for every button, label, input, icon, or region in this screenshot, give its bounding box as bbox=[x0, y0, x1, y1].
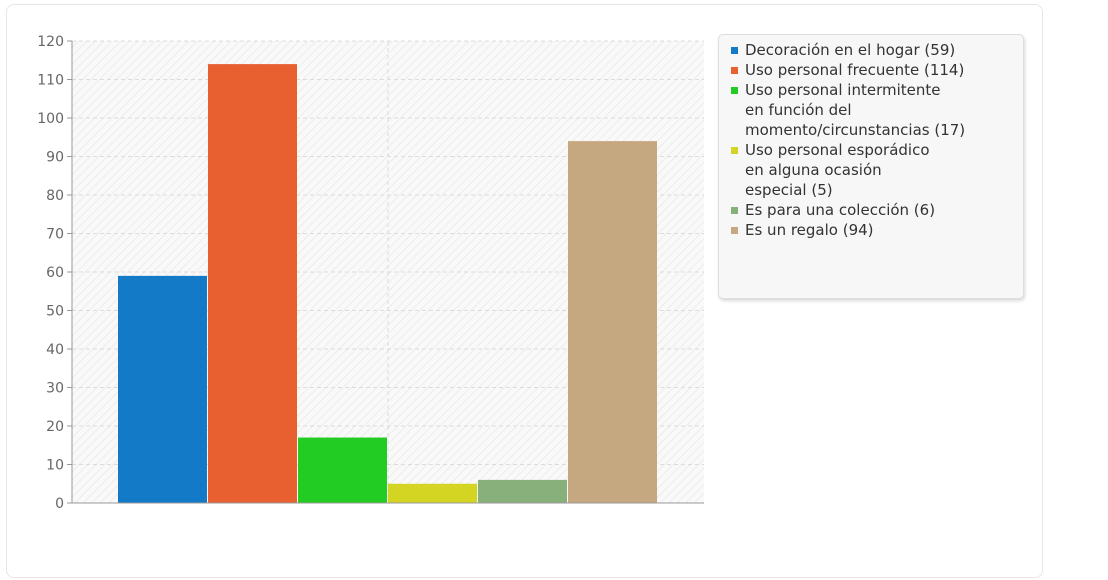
legend-label-line: Uso personal frecuente (114) bbox=[745, 61, 965, 79]
legend-swatch bbox=[731, 47, 738, 54]
y-tick-label: 10 bbox=[46, 458, 64, 474]
legend-label-line: en alguna ocasión bbox=[745, 161, 882, 179]
legend-label-line: Uso personal esporádico bbox=[745, 141, 930, 159]
y-tick-label: 50 bbox=[46, 304, 64, 320]
legend-label-line: especial (5) bbox=[745, 181, 833, 199]
y-tick-label: 90 bbox=[46, 150, 64, 166]
y-tick-label: 100 bbox=[37, 111, 64, 127]
legend-item[interactable]: Es un regalo (94) bbox=[730, 220, 1017, 240]
y-tick-label: 110 bbox=[37, 73, 64, 89]
legend-label-line: Decoración en el hogar (59) bbox=[745, 41, 956, 59]
y-tick-label: 120 bbox=[37, 34, 64, 50]
chart-legend: Decoración en el hogar (59) Uso personal … bbox=[718, 34, 1024, 299]
bar[interactable] bbox=[208, 64, 297, 503]
legend-swatch bbox=[731, 87, 738, 94]
legend-label-line: momento/circunstancias (17) bbox=[745, 121, 966, 139]
bar[interactable] bbox=[478, 479, 567, 503]
bar[interactable] bbox=[118, 275, 207, 503]
legend-label-line: Es un regalo (94) bbox=[745, 221, 874, 239]
legend-label-line: en función del bbox=[745, 101, 852, 119]
legend-item[interactable]: Uso personal frecuente (114) bbox=[730, 60, 1017, 80]
y-tick-label: 0 bbox=[55, 496, 64, 512]
legend-label-line: Es para una colección (6) bbox=[745, 201, 936, 219]
legend-swatch bbox=[731, 227, 738, 234]
legend-item[interactable]: Decoración en el hogar (59) bbox=[730, 40, 1017, 60]
legend-item[interactable]: Uso personal intermitente en función del m… bbox=[730, 80, 1017, 140]
y-tick-label: 80 bbox=[46, 188, 64, 204]
legend-swatch bbox=[731, 67, 738, 74]
y-tick-label: 20 bbox=[46, 419, 64, 435]
y-tick-label: 40 bbox=[46, 342, 64, 358]
y-tick-label: 70 bbox=[46, 227, 64, 243]
legend-item[interactable]: Es para una colección (6) bbox=[730, 200, 1017, 220]
axes bbox=[67, 40, 704, 504]
legend-label-line: Uso personal intermitente bbox=[745, 81, 941, 99]
legend-item[interactable]: Uso personal esporádico en alguna ocasión… bbox=[730, 140, 1017, 200]
bar[interactable] bbox=[568, 141, 657, 503]
y-tick-label: 30 bbox=[46, 381, 64, 397]
legend-swatch bbox=[731, 207, 738, 214]
y-tick-label: 60 bbox=[46, 265, 64, 281]
y-tick-labels: 0 10 20 30 40 50 60 70 80 90 100 110 120 bbox=[37, 34, 64, 512]
bars bbox=[118, 64, 657, 503]
bar[interactable] bbox=[388, 483, 477, 503]
bar[interactable] bbox=[298, 437, 387, 503]
legend-swatch bbox=[731, 147, 738, 154]
